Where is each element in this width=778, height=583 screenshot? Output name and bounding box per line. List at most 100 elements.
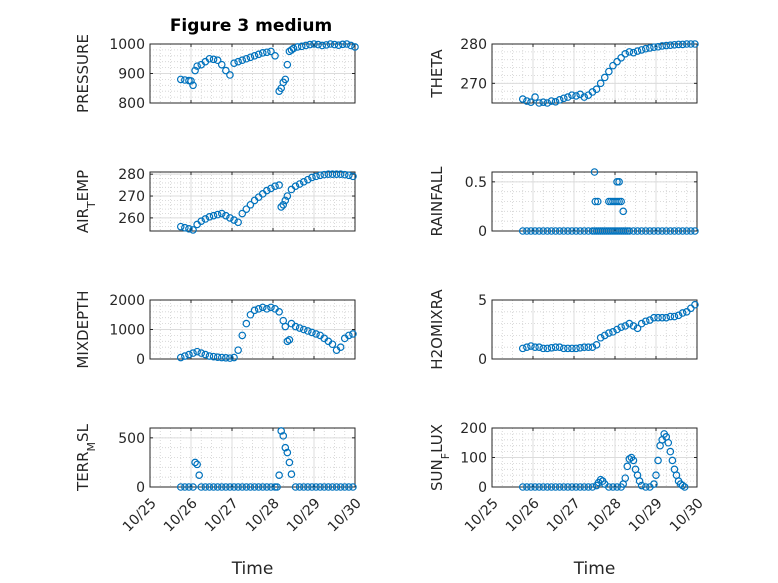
data-point <box>559 94 568 103</box>
data-point <box>572 483 580 491</box>
data-point <box>209 352 218 361</box>
data-point <box>678 481 687 490</box>
data-point <box>617 197 625 206</box>
data-point <box>189 81 197 90</box>
y-tick-label: 0 <box>478 224 487 240</box>
data-point <box>637 481 646 490</box>
figure-title: Figure 3 medium <box>170 16 332 36</box>
axes-box <box>491 43 698 104</box>
data-point <box>662 41 671 50</box>
data-point <box>564 227 572 235</box>
data-point <box>226 483 234 491</box>
y-tick-label: 260 <box>118 211 145 227</box>
axes-box <box>491 299 698 360</box>
data-point <box>254 483 263 491</box>
data-point <box>518 227 527 235</box>
data-point <box>279 432 288 440</box>
data-point <box>584 343 593 352</box>
data-point <box>535 227 543 235</box>
data-point <box>267 47 275 56</box>
data-point <box>332 483 341 491</box>
data-point <box>279 200 288 209</box>
data-point <box>185 483 193 491</box>
data-point <box>312 330 320 338</box>
data-point <box>518 95 527 103</box>
data-point <box>605 67 613 76</box>
y-tick-label: 280 <box>118 167 145 183</box>
data-point <box>551 98 560 106</box>
data-point <box>664 438 673 447</box>
data-point <box>617 53 625 62</box>
data-point <box>662 313 671 322</box>
x-axis-label: Time <box>231 559 274 579</box>
data-point <box>258 483 267 491</box>
data-point <box>635 477 644 485</box>
data-point <box>205 54 214 63</box>
data-point <box>322 41 331 49</box>
data-point <box>592 85 601 94</box>
data-point <box>308 483 316 491</box>
data-point <box>527 227 535 235</box>
data-point <box>605 329 613 337</box>
y-tick-label: 500 <box>118 431 145 447</box>
data-point <box>291 322 300 331</box>
y-axis-label: RAINFALL <box>428 166 446 237</box>
data-point <box>332 170 341 178</box>
data-point <box>217 209 226 218</box>
data-point <box>349 483 357 491</box>
data-point <box>551 227 560 235</box>
data-point <box>629 227 638 235</box>
data-point <box>320 170 329 179</box>
data-point <box>523 97 531 105</box>
x-tick-label: 10/25 <box>120 495 160 535</box>
data-point <box>539 344 548 353</box>
data-point <box>652 471 660 480</box>
data-point <box>213 353 222 362</box>
data-point <box>275 307 283 316</box>
data-point <box>238 209 247 218</box>
subplot-7: 0 500 10/25 10/26 10/27 10/28 10/29 10/30 Time TE… <box>74 423 365 579</box>
data-point <box>181 352 189 360</box>
data-point <box>258 49 267 57</box>
data-point <box>271 51 279 60</box>
data-point <box>617 323 625 331</box>
data-point <box>217 483 226 491</box>
data-point <box>295 483 304 491</box>
data-point <box>539 98 548 107</box>
data-point <box>263 48 271 57</box>
data-point <box>230 353 238 362</box>
data-point <box>633 324 642 333</box>
data-point <box>568 483 576 491</box>
data-point <box>234 346 242 354</box>
data-point <box>625 48 634 56</box>
data-point <box>254 305 263 313</box>
data-point <box>543 344 552 353</box>
data-point <box>535 483 543 491</box>
data-point <box>650 227 658 235</box>
data-point <box>674 311 683 320</box>
data-point <box>666 312 675 321</box>
data-point <box>238 483 247 491</box>
data-point <box>568 91 576 99</box>
data-point <box>559 227 568 235</box>
data-point <box>230 216 238 224</box>
data-point <box>267 303 275 312</box>
data-point <box>678 227 687 235</box>
data-point <box>345 483 353 491</box>
data-point <box>217 60 226 69</box>
data-point <box>187 77 195 85</box>
data-point <box>258 303 267 312</box>
x-tick-label: 10/27 <box>544 495 584 535</box>
data-point <box>609 328 617 336</box>
data-point <box>678 40 687 49</box>
data-point <box>250 483 259 491</box>
data-point <box>301 41 310 50</box>
data-point <box>658 227 666 235</box>
data-point <box>646 316 654 324</box>
y-tick-label: 800 <box>118 96 145 112</box>
data-point <box>564 483 572 491</box>
data-point <box>564 93 572 101</box>
y-tick-label: 270 <box>460 76 487 92</box>
data-point <box>271 483 279 491</box>
